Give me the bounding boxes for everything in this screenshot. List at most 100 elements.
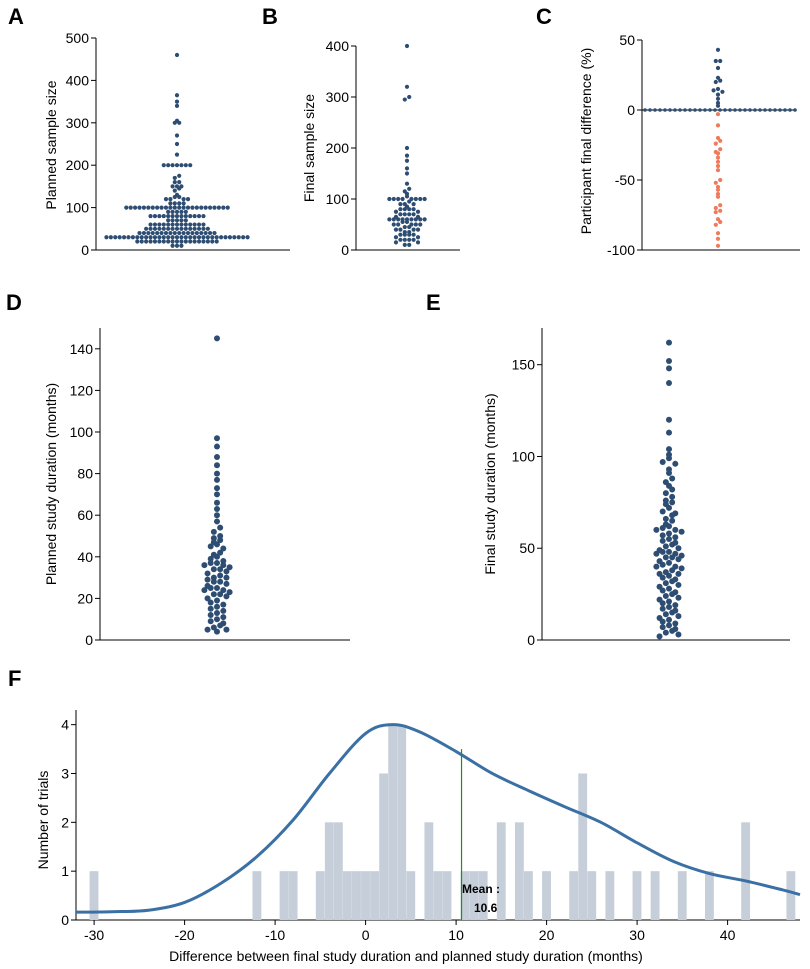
panel-b-point	[391, 217, 396, 222]
panel-f-bar	[496, 822, 506, 920]
panel-a-point	[152, 235, 158, 240]
panel-a-point	[161, 226, 166, 231]
panel-c-point	[715, 194, 721, 199]
panel-f-bar	[578, 773, 588, 920]
panel-f-xtick-label: 30	[629, 927, 645, 943]
panel-e-chart: 0 50 100 150	[512, 328, 790, 648]
panel-d-point	[207, 599, 214, 606]
panel-d-point	[204, 576, 211, 583]
panel-e-point	[666, 446, 672, 453]
panel-f-ytick-label: 2	[61, 814, 69, 830]
panel-a-point	[203, 230, 208, 236]
panel-b-point	[404, 145, 410, 151]
panel-e-point	[675, 581, 682, 588]
panel-a-point	[185, 197, 191, 202]
panel-f-ytick-label: 0	[61, 912, 69, 928]
panel-c-zero-point	[738, 108, 742, 112]
panel-a-point	[113, 235, 118, 240]
panel-d-point	[220, 607, 227, 614]
panel-c-point	[715, 151, 721, 156]
panel-a-point	[177, 230, 182, 236]
panel-f-bar	[370, 871, 379, 920]
panel-b-point	[404, 153, 410, 158]
panel-a-chart: 0 100 200 300 400 500	[66, 30, 290, 258]
panel-a-point	[221, 205, 226, 210]
panel-c-point	[718, 203, 723, 208]
panel-b-ylabel: Final sample size	[301, 94, 317, 202]
panel-a-point	[172, 180, 177, 185]
panel-f-bar	[252, 871, 262, 920]
panel-f-ytick-label: 1	[61, 863, 69, 879]
panel-a-point	[196, 235, 202, 240]
panel-a-point	[212, 230, 217, 236]
panel-c-point	[715, 123, 721, 128]
panel-a-point	[245, 235, 250, 240]
panel-a-point	[161, 222, 166, 227]
panel-e-point	[669, 554, 676, 561]
panel-a-point	[203, 205, 208, 210]
panel-c-zero-point	[728, 108, 732, 112]
panel-d-point	[210, 566, 217, 573]
panel-a-point	[148, 222, 153, 227]
panel-f-ytick-label: 3	[61, 765, 69, 781]
panel-a-point	[166, 239, 171, 244]
panel-e-point	[669, 578, 676, 585]
panel-c-zero-point	[768, 108, 772, 112]
panel-e-point	[669, 591, 676, 598]
panel-a-ylabel: Planned sample size	[43, 80, 59, 209]
panel-c-point	[718, 147, 723, 152]
panel-a-point	[148, 235, 153, 240]
panel-d-ylabel: Planned study duration (months)	[43, 383, 59, 585]
panel-a-point	[192, 222, 197, 227]
panel-f-ytick-label: 4	[61, 717, 69, 733]
panel-d-point	[220, 614, 227, 621]
panel-e-point	[662, 490, 669, 497]
panel-b-ytick-label: 300	[326, 89, 350, 105]
panel-c-zero-point	[753, 108, 757, 112]
panel-d-point	[217, 591, 224, 598]
panel-a-point	[201, 235, 206, 240]
panel-d-point	[223, 574, 230, 581]
panel-a-point	[148, 239, 153, 244]
panel-c-point	[718, 177, 723, 183]
panel-b-ytick-label: 0	[341, 242, 349, 258]
panel-b-point	[393, 235, 399, 240]
panel-c-zero-point	[743, 108, 747, 112]
panel-e-point	[672, 526, 679, 533]
panel-e-ytick-label: 100	[512, 448, 536, 464]
panel-a-point	[157, 226, 162, 231]
panel-d-point	[214, 491, 220, 498]
panel-e-point	[669, 499, 676, 506]
panel-a-point	[212, 205, 217, 210]
panel-a-point	[196, 222, 202, 227]
panel-e-point	[666, 469, 672, 476]
panel-a-point	[174, 133, 180, 138]
panel-d-point	[217, 572, 224, 579]
panel-a-ytick-label: 200	[66, 157, 90, 173]
panel-b-point	[387, 196, 392, 202]
panel-a-point	[183, 209, 188, 214]
panel-b-point	[413, 217, 418, 222]
panel-f-bar	[379, 773, 389, 920]
panel-a-point	[141, 205, 147, 210]
panel-d-point	[214, 597, 220, 604]
panel-c-chart: -100 -50 0 50	[607, 32, 800, 258]
panel-a-point	[216, 205, 221, 210]
panel-a-point	[172, 175, 177, 181]
panel-a-ytick-label: 0	[81, 242, 89, 258]
panel-f-xtick-label: 20	[539, 927, 555, 943]
panel-a-point	[163, 205, 169, 210]
panel-a-point	[183, 163, 188, 168]
panel-f-bar	[406, 871, 416, 920]
panel-a-point	[130, 235, 135, 240]
panel-e-ytick-label: 150	[512, 357, 536, 373]
panel-c-zero-point	[763, 108, 767, 112]
panel-c-zero-point	[643, 108, 647, 112]
panel-e-point	[666, 572, 672, 579]
panel-a-point	[201, 222, 206, 227]
panel-a-point	[133, 205, 138, 210]
panel-a-point	[174, 152, 180, 157]
panel-d-point	[217, 622, 224, 629]
panel-c-point	[715, 231, 721, 236]
panel-f-bar	[478, 871, 488, 920]
